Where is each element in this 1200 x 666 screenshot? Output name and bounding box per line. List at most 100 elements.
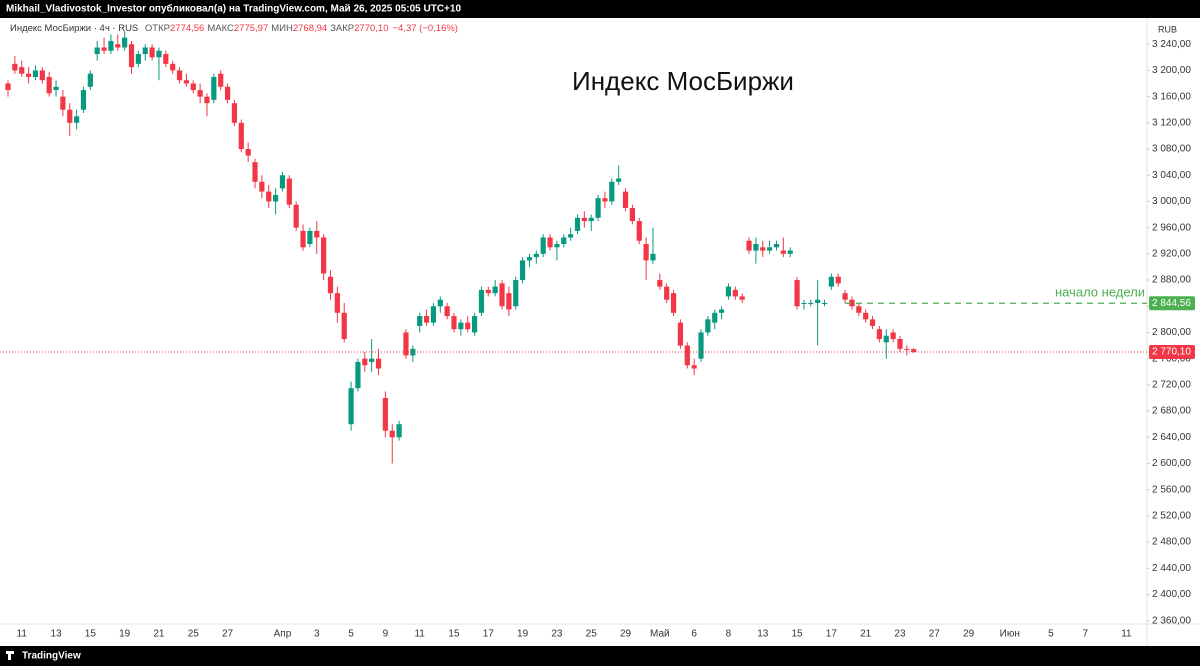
candle-body — [417, 316, 423, 326]
x-tick-label: 23 — [894, 629, 906, 640]
candle-body — [835, 276, 841, 284]
candle-body — [190, 83, 196, 91]
candle-body — [142, 47, 148, 55]
x-tick-label: Июн — [1000, 629, 1020, 640]
x-tick-label: 29 — [620, 629, 632, 640]
bottom-bar — [0, 646, 1200, 666]
candle-body — [725, 286, 732, 297]
y-tick-label: 3 080,00 — [1152, 144, 1191, 155]
candle-body — [410, 348, 416, 356]
candle-body — [540, 237, 546, 254]
candle-body — [327, 276, 334, 294]
candle-body — [163, 54, 169, 64]
candle-body — [396, 424, 402, 438]
candle-body — [561, 237, 567, 245]
candle-body — [574, 217, 581, 231]
candle-body — [272, 194, 279, 202]
symbol-legend: Индекс МосБиржи · 4ч · RUS ОТКР2774,56 МА… — [10, 23, 458, 34]
candle-body — [403, 332, 409, 356]
x-tick-label: 19 — [517, 629, 529, 640]
candle-body — [444, 306, 450, 317]
candle-body — [307, 230, 313, 245]
candle-body — [506, 293, 512, 310]
candle-body — [636, 221, 642, 241]
y-tick-label: 2 560,00 — [1152, 484, 1191, 495]
candle-body — [821, 302, 828, 304]
candle-body — [19, 67, 25, 74]
candle-body — [520, 260, 526, 281]
candle-body — [5, 83, 11, 91]
candle-body — [526, 257, 533, 261]
y-tick-label: 2 680,00 — [1152, 406, 1191, 417]
legend-value: 2775,97 — [234, 23, 268, 34]
legend-name: МАКС — [207, 23, 234, 34]
candle-body — [492, 286, 498, 294]
x-tick-label: 23 — [551, 629, 563, 640]
candle-body — [122, 37, 128, 48]
candle-body — [156, 50, 162, 58]
candle-body — [856, 306, 862, 313]
x-tick-label: 15 — [448, 629, 460, 640]
candle-body — [533, 253, 539, 258]
candle-body — [568, 234, 574, 238]
top-bar — [0, 0, 1200, 18]
price-label: 2 844,56 — [1152, 298, 1191, 309]
candle-body — [74, 116, 80, 123]
candle-body — [554, 244, 560, 248]
x-tick-label: 3 — [314, 629, 320, 640]
candle-body — [197, 90, 203, 97]
candle-body — [108, 40, 114, 51]
candle-body — [375, 358, 382, 369]
legend-name: ЗАКР — [330, 23, 354, 34]
legend-value: 2768,94 — [293, 23, 327, 34]
x-tick-label: 25 — [586, 629, 598, 640]
candle-body — [224, 86, 231, 100]
candle-body — [293, 204, 299, 228]
candle-body — [423, 316, 430, 323]
currency: RUB — [1158, 24, 1177, 34]
candle-body — [616, 178, 622, 182]
x-tick-label: 29 — [963, 629, 975, 640]
x-tick-label: 7 — [1082, 629, 1088, 640]
candle-body — [650, 253, 656, 261]
y-tick-label: 2 960,00 — [1152, 222, 1191, 233]
y-tick-label: 2 480,00 — [1152, 537, 1191, 548]
candle-body — [718, 309, 725, 313]
candle-body — [87, 73, 93, 87]
candle-body — [355, 361, 361, 389]
candle-body — [451, 316, 457, 330]
candle-body — [657, 280, 663, 287]
candle-body — [252, 162, 258, 182]
candle-body — [183, 80, 189, 84]
candle-body — [622, 191, 629, 208]
candle-body — [300, 230, 306, 248]
candle-body — [739, 296, 745, 300]
candle-body — [485, 289, 491, 294]
candle-body — [259, 181, 265, 192]
candle-body — [32, 70, 39, 77]
candle-body — [664, 286, 670, 300]
price-label: 2 770,10 — [1152, 347, 1191, 358]
x-tick-label: Май — [650, 629, 670, 640]
candle-body — [341, 312, 347, 340]
candle-body — [94, 47, 100, 55]
x-tick-label: 6 — [691, 629, 697, 640]
y-tick-label: 3 200,00 — [1152, 65, 1191, 76]
candle-body — [643, 244, 649, 261]
chart-title: Индекс МосБиржи — [572, 66, 794, 96]
candle-body — [471, 316, 478, 333]
y-tick-label: 2 800,00 — [1152, 327, 1191, 338]
candle-body — [128, 44, 135, 68]
candle-body — [767, 247, 773, 251]
candle-body — [382, 397, 388, 431]
x-tick-label: 13 — [50, 629, 62, 640]
candle-body — [218, 73, 224, 87]
y-tick-label: 3 000,00 — [1152, 196, 1191, 207]
x-tick-label: 19 — [119, 629, 131, 640]
candle-body — [499, 283, 505, 307]
x-tick-label: 11 — [1121, 629, 1132, 640]
candle-body — [149, 47, 155, 58]
candle-body — [698, 332, 704, 359]
candle-body — [334, 293, 340, 313]
candle-body — [101, 47, 107, 51]
